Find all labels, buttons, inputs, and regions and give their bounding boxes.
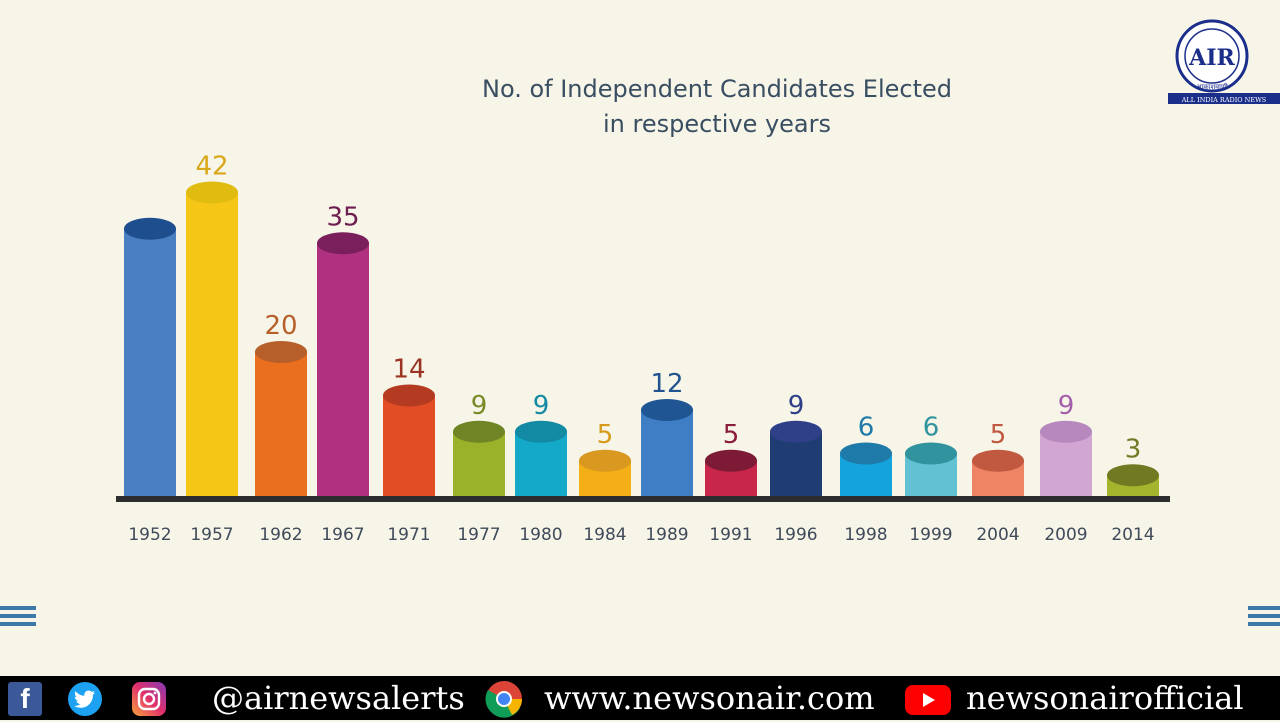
right-stripe-marker	[1248, 606, 1280, 626]
year-labels-group: 1952 1957 1962 1967 1971 1977 1980 1984 1989 1991…	[128, 525, 1154, 545]
year-label-2004: 2004	[976, 525, 1019, 545]
value-label-1984: 5	[597, 420, 614, 450]
twitter-icon[interactable]	[68, 682, 102, 716]
bar-cap-1998	[840, 442, 892, 465]
year-label-1957: 1957	[190, 525, 233, 545]
bar-1957	[186, 192, 238, 497]
instagram-icon[interactable]	[132, 682, 166, 716]
facebook-icon[interactable]: f	[8, 682, 42, 716]
year-label-1962: 1962	[259, 525, 302, 545]
value-label-1989: 12	[650, 369, 683, 399]
youtube-icon[interactable]	[905, 685, 951, 715]
year-label-1996: 1996	[774, 525, 817, 545]
youtube-channel[interactable]: newsonairofficial	[966, 679, 1244, 717]
value-label-2009: 9	[1058, 391, 1075, 421]
bar-cap-1989	[641, 399, 693, 421]
bar-cap-1962	[255, 341, 307, 363]
value-label-1971: 14	[392, 355, 425, 385]
website-link[interactable]: www.newsonair.com	[544, 679, 875, 717]
value-label-2004: 5	[990, 420, 1007, 450]
bar-1967	[317, 243, 369, 497]
twitter-handle[interactable]: @airnewsalerts	[212, 679, 465, 717]
chart-title-line-2: in respective years	[603, 110, 831, 138]
value-label-1991: 5	[723, 420, 740, 450]
value-label-1996: 9	[788, 391, 805, 421]
bar-1989	[641, 410, 693, 497]
bar-1971	[383, 395, 435, 497]
logo-hindi-text: आकाशवाणी	[1196, 82, 1228, 91]
value-label-1957: 42	[195, 152, 228, 182]
year-label-1991: 1991	[709, 525, 752, 545]
value-label-1967: 35	[326, 202, 359, 232]
bar-1952	[124, 228, 176, 497]
year-label-1967: 1967	[321, 525, 364, 545]
value-label-1998: 6	[858, 413, 875, 443]
bar-cap-1980	[515, 420, 567, 443]
bar-cap-2009	[1040, 420, 1092, 443]
year-label-2009: 2009	[1044, 525, 1087, 545]
value-label-1962: 20	[264, 311, 297, 341]
bar-cap-2014	[1107, 464, 1159, 487]
year-label-1980: 1980	[519, 525, 562, 545]
bar-cap-1977	[453, 420, 505, 443]
footer-bar: f @airnewsalerts www.newsonair.com newso…	[0, 676, 1280, 720]
logo-subtext: ALL INDIA RADIO NEWS	[1181, 96, 1267, 104]
bar-cap-2004	[972, 449, 1024, 472]
year-label-1998: 1998	[844, 525, 887, 545]
value-label-1999: 6	[923, 413, 940, 443]
bar-cap-1984	[579, 449, 631, 472]
year-label-1984: 1984	[583, 525, 626, 545]
bar-cap-1996	[770, 420, 822, 443]
bar-1962	[255, 352, 307, 497]
value-label-1977: 9	[471, 391, 488, 421]
bar-cap-1957	[186, 181, 238, 204]
chart-title-line-1: No. of Independent Candidates Elected	[482, 75, 952, 103]
bars-group: 42 20 35 14 9 9 5 12 5 9 6 6 5 9 3	[124, 152, 1159, 497]
year-label-2014: 2014	[1111, 525, 1154, 545]
chart: No. of Independent Candidates Elected in…	[116, 75, 1170, 545]
year-label-1999: 1999	[909, 525, 952, 545]
bar-cap-1967	[317, 232, 369, 255]
left-stripe-marker	[0, 606, 36, 626]
year-label-1989: 1989	[645, 525, 688, 545]
baseline	[116, 496, 1170, 502]
bar-cap-1971	[383, 384, 435, 407]
year-label-1952: 1952	[128, 525, 171, 545]
year-label-1971: 1971	[387, 525, 430, 545]
value-label-2014: 3	[1125, 434, 1142, 464]
logo-letters: AIR	[1188, 45, 1235, 71]
year-label-1977: 1977	[457, 525, 500, 545]
value-label-1980: 9	[533, 391, 550, 421]
chrome-icon[interactable]	[485, 680, 523, 718]
air-logo: AIR ALL INDIA RADIO NEWS आकाशवाणी	[1168, 18, 1280, 104]
bar-cap-1999	[905, 442, 957, 465]
bar-cap-1991	[705, 449, 757, 472]
bar-cap-1952	[124, 217, 176, 240]
